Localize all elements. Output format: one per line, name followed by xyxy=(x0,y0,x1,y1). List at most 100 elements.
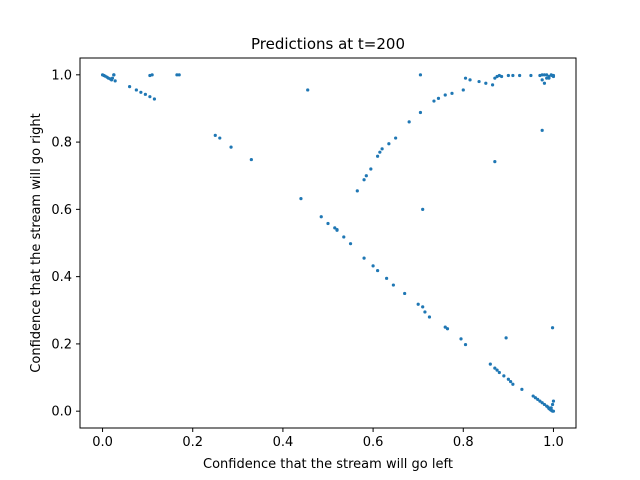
scatter-point xyxy=(112,73,116,77)
scatter-point xyxy=(150,73,154,77)
scatter-point xyxy=(403,291,407,296)
scatter-point xyxy=(477,79,481,84)
scatter-point xyxy=(550,402,555,407)
scatter-point xyxy=(362,178,366,182)
plot-frame xyxy=(79,57,577,429)
scatter-point xyxy=(493,76,497,80)
x-tick-label: 0.8 xyxy=(453,435,474,450)
scatter-point xyxy=(378,150,382,154)
scatter-point xyxy=(385,276,389,280)
chart-title: Predictions at t=200 xyxy=(251,35,405,53)
scatter-point xyxy=(371,264,375,268)
scatter-point xyxy=(502,374,506,378)
scatter-point xyxy=(540,128,544,132)
scatter-point xyxy=(500,74,504,79)
scatter-point xyxy=(418,73,423,77)
scatter-point xyxy=(511,382,515,386)
scatter-point xyxy=(229,145,233,149)
scatter-point xyxy=(376,154,380,158)
scatter-point xyxy=(488,362,492,366)
scatter-point xyxy=(128,84,132,89)
scatter-point xyxy=(463,342,468,347)
y-tick-label: 0.2 xyxy=(51,337,72,352)
y-tick-label: 0.0 xyxy=(51,405,72,420)
scatter-point xyxy=(319,215,323,219)
scatter-point xyxy=(407,120,411,124)
scatter-point xyxy=(547,76,551,80)
y-tick-label: 1.0 xyxy=(51,68,72,83)
scatter-point xyxy=(348,242,353,246)
scatter-point xyxy=(545,73,549,77)
scatter-point xyxy=(461,88,465,92)
scatter-point xyxy=(495,368,499,372)
x-tick-label: 0.2 xyxy=(182,435,203,450)
scatter-point xyxy=(443,93,447,97)
scatter-point xyxy=(421,207,425,211)
scatter-point xyxy=(416,302,420,306)
scatter-point xyxy=(364,174,368,178)
scatter-point xyxy=(538,399,542,403)
x-tick-label: 1.0 xyxy=(543,435,564,450)
scatter-point xyxy=(545,76,549,80)
scatter-point xyxy=(511,73,515,78)
scatter-point xyxy=(423,310,427,314)
scatter-point xyxy=(326,221,330,226)
scatter-point xyxy=(218,136,222,140)
scatter-point xyxy=(497,370,501,375)
scatter-point xyxy=(335,228,339,232)
scatter-point xyxy=(436,96,441,100)
scatter-point xyxy=(110,76,115,80)
scatter-point xyxy=(380,147,384,151)
scatter-point xyxy=(520,387,524,391)
scatter-point xyxy=(143,92,147,96)
scatter-point xyxy=(506,377,510,381)
scatter-point xyxy=(509,379,513,384)
scatter-point xyxy=(506,73,510,78)
scatter-point xyxy=(418,110,423,115)
scatter-point xyxy=(549,406,553,410)
scatter-point xyxy=(421,305,425,309)
x-tick-label: 0.0 xyxy=(92,435,113,450)
scatter-point xyxy=(394,136,398,140)
x-axis-label: Confidence that the stream will go left xyxy=(203,457,453,472)
x-tick-label: 0.6 xyxy=(363,435,384,450)
scatter-point xyxy=(355,189,359,193)
scatter-point xyxy=(113,79,117,83)
scatter-point xyxy=(542,81,547,85)
scatter-point xyxy=(493,366,497,370)
scatter-point xyxy=(531,394,535,398)
scatter-point xyxy=(299,197,303,201)
scatter-point xyxy=(551,399,556,403)
scatter-point xyxy=(175,73,179,77)
scatter-point xyxy=(369,167,373,171)
scatter-point xyxy=(551,409,556,413)
scatter-point xyxy=(443,325,447,329)
scatter-point xyxy=(362,256,366,260)
scatter-point xyxy=(213,133,217,137)
scatter-point xyxy=(533,396,538,400)
x-tick-label: 0.4 xyxy=(273,435,294,450)
scatter-point xyxy=(427,315,432,319)
scatter-point xyxy=(550,326,555,330)
scatter-point xyxy=(463,76,468,80)
scatter-points xyxy=(100,73,556,413)
scatter-point xyxy=(391,283,395,287)
scatter-point xyxy=(342,235,346,239)
scatter-point xyxy=(134,88,138,92)
y-axis: 0.0 0.2 0.4 0.6 0.8 1.0 xyxy=(51,68,80,420)
y-axis-label: Confidence that the stream will go right xyxy=(29,113,44,372)
scatter-point xyxy=(152,97,156,101)
scatter-point xyxy=(432,99,436,103)
scatter-point xyxy=(490,83,495,87)
y-tick-label: 0.4 xyxy=(51,270,72,285)
scatter-point xyxy=(177,73,181,77)
scatter-point xyxy=(540,401,544,405)
scatter-point xyxy=(333,226,337,230)
y-tick-label: 0.8 xyxy=(51,136,72,151)
scatter-point xyxy=(504,336,508,340)
scatter-point xyxy=(529,73,533,78)
scatter-point xyxy=(445,327,450,331)
scatter-point xyxy=(551,74,556,79)
scatter-point xyxy=(493,160,497,164)
